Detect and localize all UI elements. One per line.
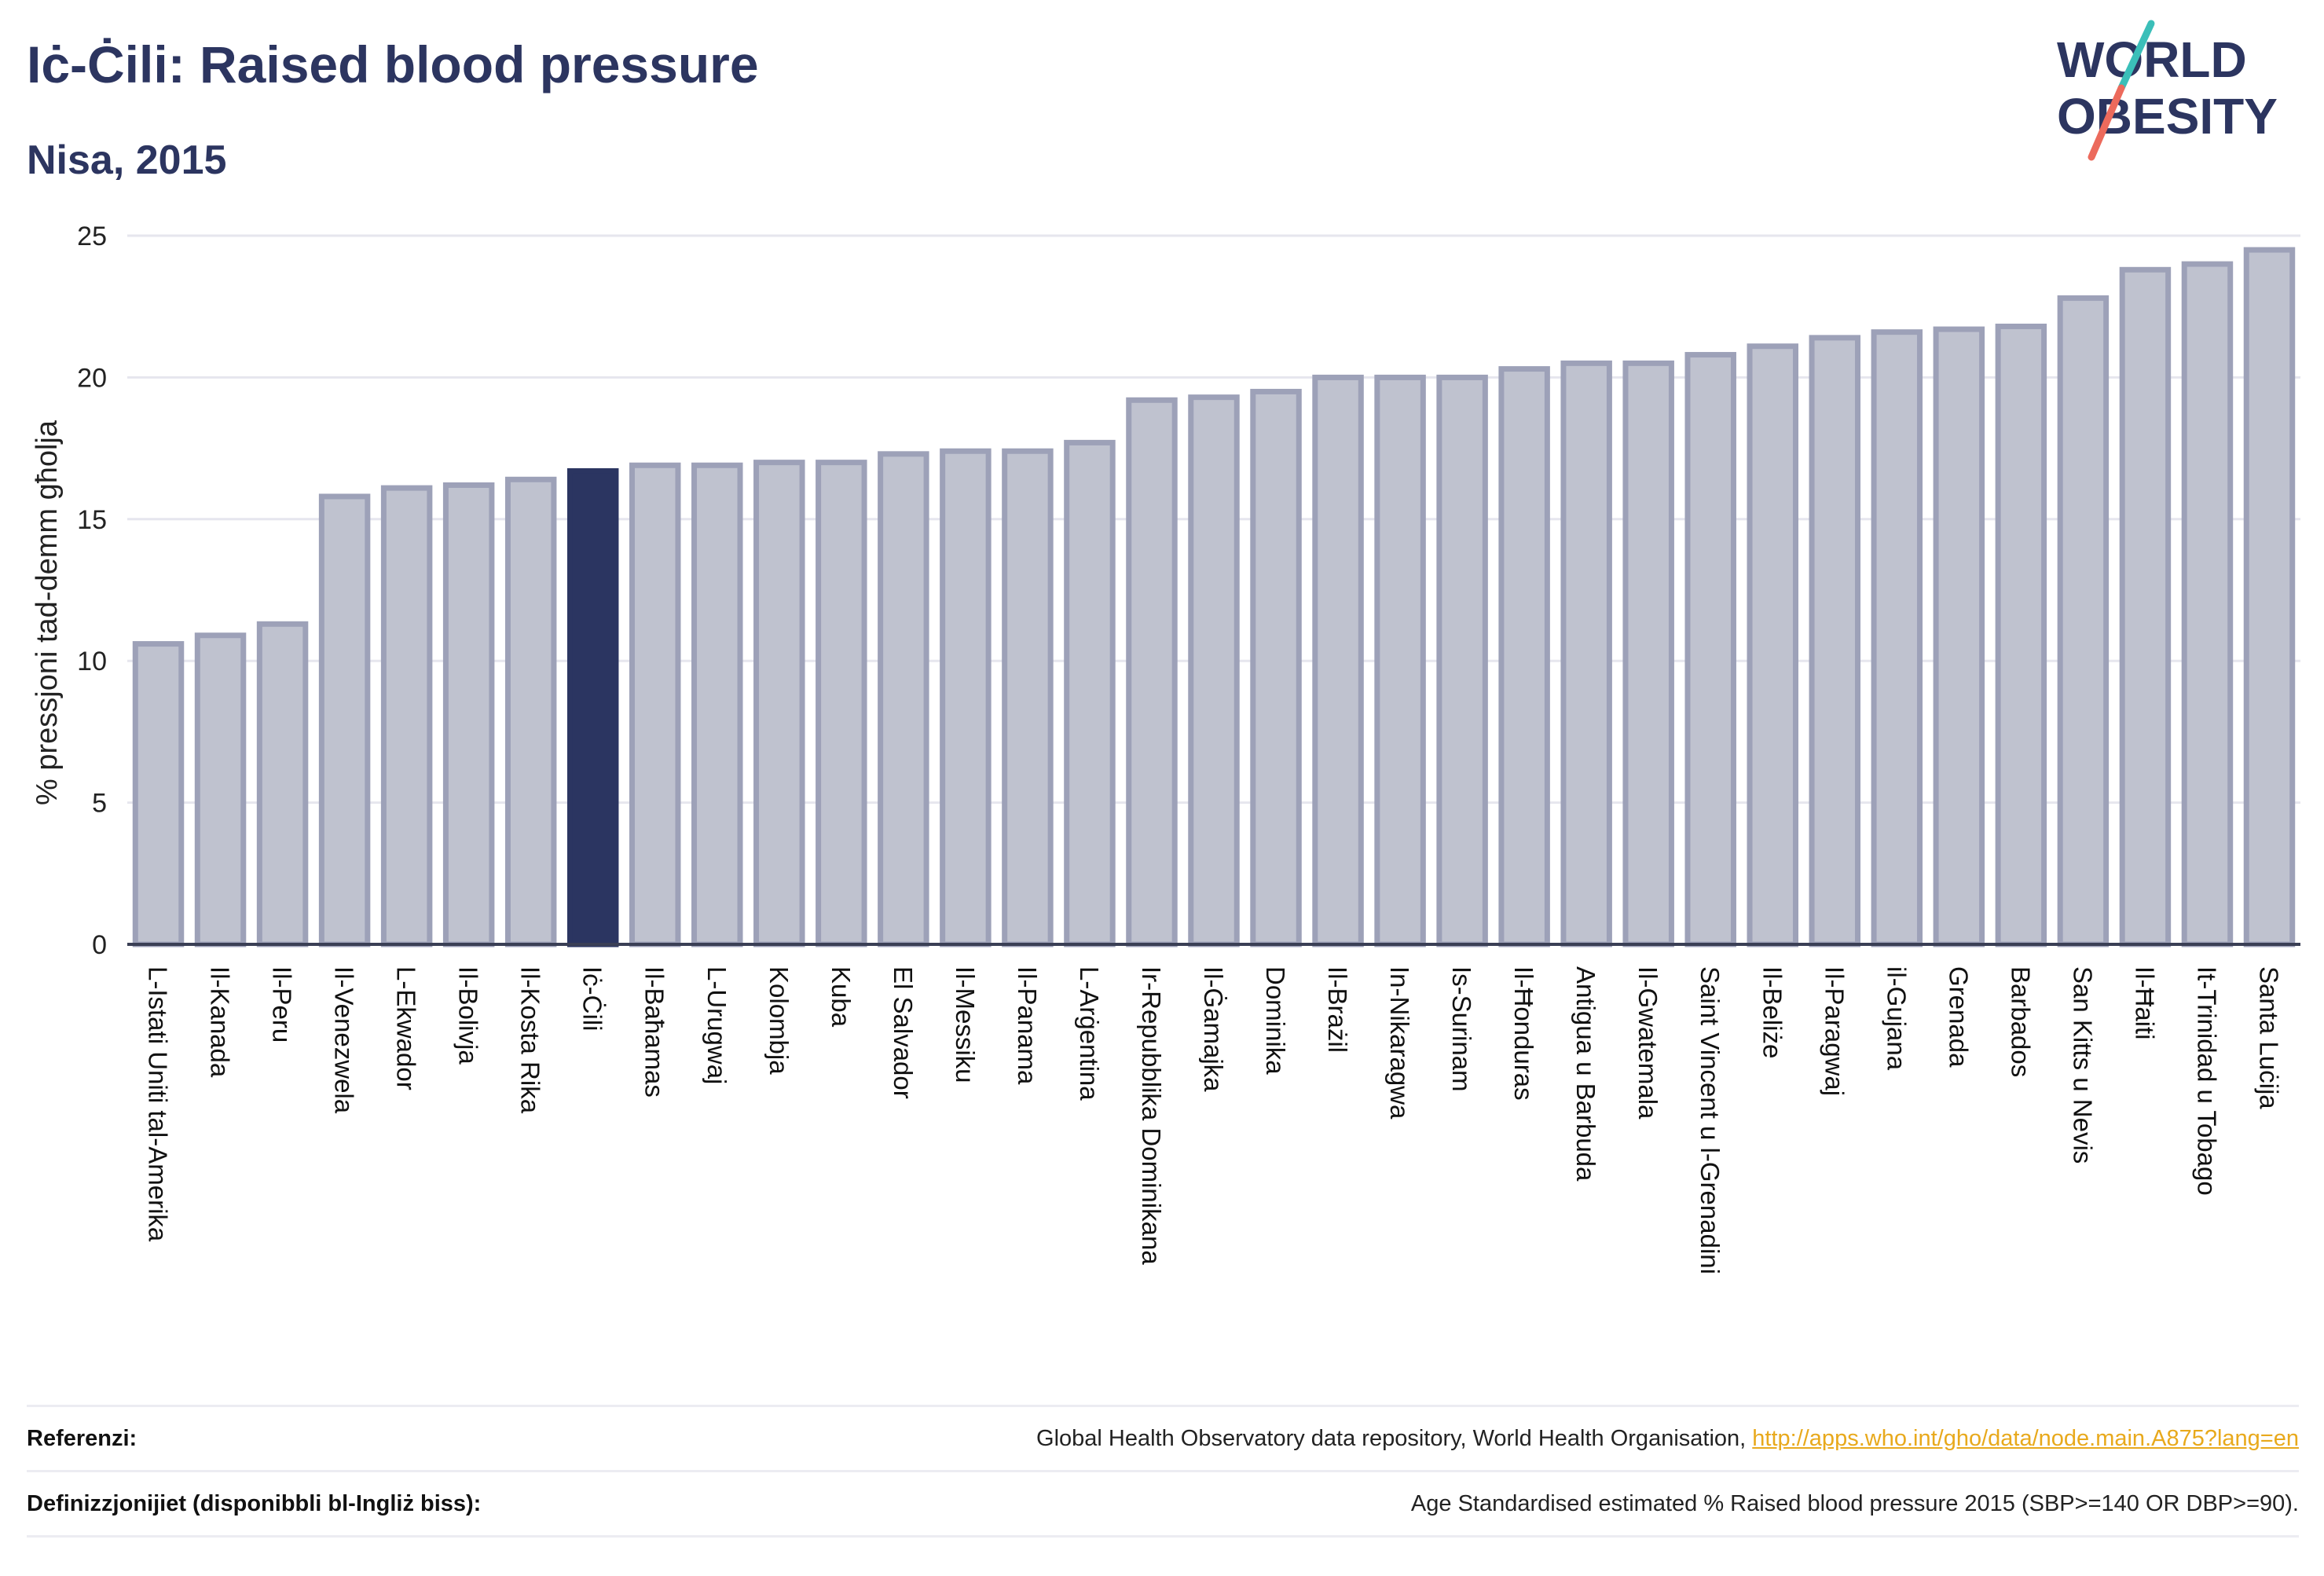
x-category-label: Dominika: [1261, 966, 1290, 1075]
definitions-text: Age Standardised estimated % Raised bloo…: [1410, 1490, 2299, 1516]
definitions-row: Definizzjonijiet (disponibbli bl-Ingliż …: [27, 1470, 2299, 1538]
x-category-label: Il-Peru: [268, 966, 297, 1043]
bar: [2057, 295, 2110, 947]
bar: [1250, 388, 1302, 947]
logo-slash-bottom: [2088, 84, 2125, 161]
x-category-label: Il-Gwatemala: [1633, 966, 1662, 1120]
y-tick-label: 5: [92, 789, 107, 819]
x-category-label: Is-Surinam: [1447, 966, 1476, 1092]
world-obesity-logo: WORLD OBESITY: [2057, 20, 2278, 161]
bar: [1064, 439, 1116, 947]
bar: [629, 462, 681, 947]
bar: [1560, 360, 1612, 947]
bar: [1871, 329, 1923, 947]
logo-line2: OBESITY: [2057, 88, 2278, 145]
bar: [940, 448, 992, 947]
bar-chart: 0 5 10 15 20 25 L-Istati Uniti tal-Amerika Il-…: [31, 222, 2300, 1274]
logo-slash-top: [2117, 20, 2155, 92]
x-category-label: In-Nikaragwa: [1385, 966, 1414, 1120]
logo-line1: WORLD: [2057, 31, 2247, 88]
bar: [380, 485, 433, 947]
bar: [1747, 343, 1798, 947]
bar: [1995, 323, 2047, 947]
bar: [691, 462, 743, 947]
x-category-label: El Salvador: [889, 966, 918, 1099]
x-category-label: Il-Ħonduras: [1509, 966, 1538, 1101]
y-tick-label: 25: [77, 222, 107, 251]
y-axis-title: % pressjoni tad-demm għolja: [31, 420, 64, 805]
bar: [442, 482, 495, 947]
bar: [2243, 247, 2296, 947]
bar: [318, 493, 371, 947]
y-tick-label: 10: [77, 647, 107, 676]
references-label: Referenzi:: [27, 1425, 137, 1451]
bar: [1374, 374, 1426, 947]
x-category-label: Il-Panama: [1013, 966, 1042, 1085]
bar: [1002, 448, 1054, 947]
bar: [1312, 374, 1364, 947]
x-category-label: Il-Brażil: [1323, 966, 1352, 1053]
bar: [1933, 326, 1985, 947]
y-tick-label: 15: [77, 505, 107, 535]
x-category-label: Saint Vincent u l-Grenadini: [1695, 966, 1725, 1274]
x-category-label: Kolombja: [764, 966, 794, 1075]
x-category-label: Il-Kosta Rika: [516, 966, 545, 1114]
x-category-label: Barbados: [2006, 966, 2035, 1077]
x-category-label: Grenada: [1944, 966, 1973, 1068]
y-tick-label: 20: [77, 363, 107, 393]
bar: [1622, 360, 1674, 947]
bar: [132, 641, 185, 947]
bar: [753, 460, 805, 947]
x-category-label: San Kitts u Nevis: [2068, 966, 2097, 1164]
bar-highlight: [566, 467, 619, 947]
x-category-label: L-Istati Uniti tal-Amerika: [144, 966, 173, 1242]
references-text: Global Health Observatory data repositor…: [1036, 1425, 1753, 1451]
x-category-label: Il-Venezwela: [330, 966, 359, 1114]
x-category-label: Il-Beliże: [1758, 966, 1787, 1058]
definitions-label: Definizzjonijiet (disponibbli bl-Ingliż …: [27, 1490, 482, 1516]
bar: [1188, 394, 1240, 947]
chart-subtitle: Nisa, 2015: [27, 137, 227, 183]
x-category-label: L-Arġentina: [1075, 966, 1104, 1101]
bar: [194, 632, 247, 947]
x-category-label: L-Ekwador: [392, 966, 421, 1090]
x-category-label: Il-Ġamajka: [1199, 966, 1228, 1092]
x-category-label: il-Gujana: [1882, 966, 1911, 1071]
x-category-label: Il-Messiku: [951, 966, 980, 1083]
chart-title: Iċ-Ċili: Raised blood pressure: [27, 35, 759, 93]
x-category-label: Iċ-Ċili: [578, 966, 607, 1031]
bar: [2119, 266, 2172, 947]
bar: [1126, 397, 1178, 947]
footer: Referenzi: Global Health Observatory dat…: [27, 1405, 2299, 1538]
bar: [878, 451, 929, 947]
x-category-label: Ir-Repubblika Dominikana: [1137, 966, 1166, 1265]
x-category-label: Santa Luċija: [2254, 966, 2283, 1109]
x-category-label: Il-Paragwaj: [1820, 966, 1849, 1096]
x-category-label: Kuba: [827, 966, 856, 1028]
y-tick-label: 0: [92, 930, 107, 960]
bar: [1809, 335, 1861, 947]
references-value: Global Health Observatory data repositor…: [1036, 1426, 2299, 1452]
references-row: Referenzi: Global Health Observatory dat…: [27, 1405, 2299, 1470]
bar: [2181, 261, 2234, 947]
bar: [1684, 352, 1736, 947]
x-category-label: Il-Baħamas: [640, 966, 669, 1098]
bar: [256, 621, 309, 947]
x-category-label: Il-Bolivja: [454, 966, 483, 1065]
x-category-label: It-Trinidad u Tobago: [2192, 966, 2221, 1196]
x-category-label: L-Urugwaj: [702, 966, 731, 1084]
x-category-label: Il-Kanada: [206, 966, 235, 1078]
bars: [132, 247, 2296, 947]
x-category-label: Il-Ħaiti: [2130, 966, 2159, 1040]
y-axis-ticks: 0 5 10 15 20 25: [77, 222, 107, 960]
bar: [1436, 374, 1488, 947]
bar: [504, 476, 557, 947]
bar: [1498, 366, 1550, 947]
x-category-label: Antigua u Barbuda: [1571, 966, 1600, 1182]
references-link[interactable]: http://apps.who.int/gho/data/node.main.A…: [1752, 1425, 2299, 1451]
x-axis-categories: L-Istati Uniti tal-Amerika Il-Kanada Il-Pe…: [144, 966, 2284, 1274]
bar: [816, 460, 867, 947]
